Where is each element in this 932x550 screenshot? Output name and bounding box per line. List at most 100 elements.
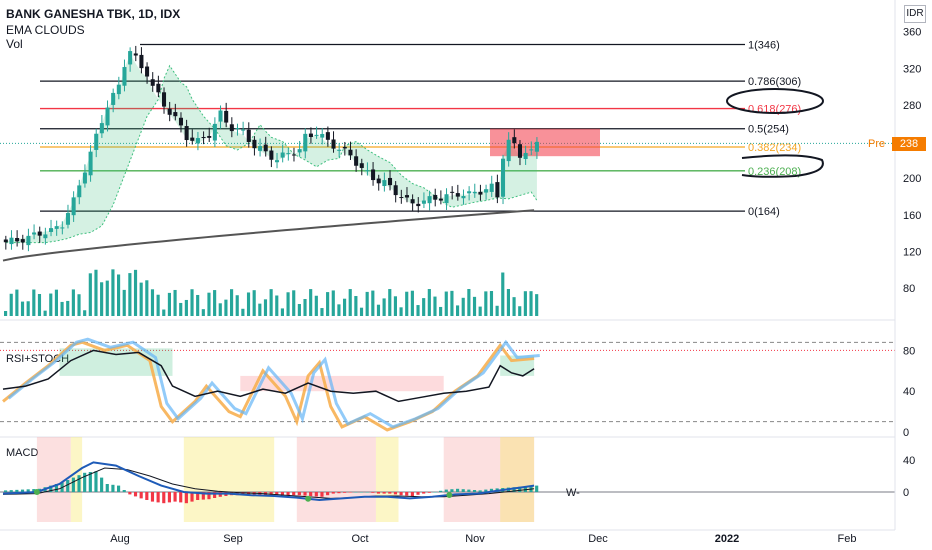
volume-bar <box>535 294 539 316</box>
candle-body <box>393 185 398 196</box>
volume-bar <box>365 291 369 316</box>
volume-bar <box>43 310 47 316</box>
price-tick-label: 200 <box>903 173 921 185</box>
macd-cross-dot <box>305 495 312 502</box>
macd-histogram-bar <box>343 492 347 493</box>
candle-body <box>269 150 274 160</box>
candle-body <box>94 133 99 150</box>
volume-bar <box>49 293 53 316</box>
macd-histogram-bar <box>54 484 58 492</box>
volume-bar <box>235 295 239 316</box>
volume-bar <box>512 297 516 316</box>
candle-body <box>382 180 387 187</box>
macd-histogram-bar <box>337 492 341 494</box>
candle-body <box>15 238 20 242</box>
candle-body <box>178 117 183 126</box>
candle-body <box>122 67 127 86</box>
candle-body <box>252 139 257 149</box>
volume-bar <box>376 304 381 316</box>
candle-body <box>275 160 280 163</box>
rsi-stoch-pane[interactable]: RSI+STOCH <box>0 337 895 438</box>
volume-bar <box>184 299 188 316</box>
volume-bar <box>427 289 431 316</box>
volume-bar <box>162 309 166 316</box>
indicator-ema-clouds-label[interactable]: EMA CLOUDS <box>6 23 85 37</box>
macd-histogram-bar <box>179 492 183 503</box>
volume-bar <box>145 280 149 316</box>
volume-bar <box>456 305 460 316</box>
macd-histogram-bar <box>422 492 426 494</box>
macd-histogram-bar <box>371 492 375 493</box>
macd-histogram-bar <box>139 492 143 499</box>
macd-histogram-bar <box>410 492 414 496</box>
rsi-line <box>2 349 535 403</box>
macd-histogram-bar <box>258 492 262 496</box>
indicator-volume-label[interactable]: Vol <box>6 37 23 51</box>
time-axis[interactable]: Aug Sep Oct Nov Dec 2022 Feb <box>0 529 895 545</box>
macd-histogram-bar <box>427 492 431 493</box>
volume-bar <box>71 289 75 316</box>
volume-bar <box>529 291 533 316</box>
macd-histogram-bar <box>49 485 53 492</box>
candle-body <box>116 84 121 95</box>
macd-histogram-bar <box>467 489 471 492</box>
macd-histogram-bar <box>122 490 126 492</box>
candle-body <box>258 146 263 151</box>
volume-bar <box>230 289 234 316</box>
candle-body <box>195 138 200 144</box>
macd-pane[interactable]: MACD W- <box>0 437 895 522</box>
macd-histogram-bar <box>286 492 290 496</box>
volume-bar <box>410 290 414 316</box>
candle-body <box>280 152 285 158</box>
candle-body <box>105 107 110 126</box>
volume-bar <box>218 303 222 316</box>
volume-bar <box>207 292 211 316</box>
candle-body <box>529 149 534 151</box>
candle-body <box>43 234 48 239</box>
candle-body <box>212 123 217 141</box>
candle-body <box>325 132 330 140</box>
volume-bar <box>66 300 70 316</box>
price-axis[interactable]: 3603202802402001601208080400400 <box>894 0 921 530</box>
macd-histogram-bar <box>512 487 516 492</box>
macd-histogram-bar <box>376 492 381 494</box>
macd-histogram-bar <box>162 492 166 504</box>
candle-body <box>9 237 14 245</box>
volume-bar <box>263 299 268 316</box>
fib-level-label: 0(164) <box>748 206 780 218</box>
volume-bar <box>489 291 494 316</box>
volume-bar <box>326 292 330 316</box>
candle-body <box>320 133 325 138</box>
volume-bar <box>354 296 358 316</box>
candle-body <box>359 163 364 168</box>
macd-histogram-bar <box>173 492 177 502</box>
macd-histogram-bar <box>184 492 188 504</box>
macd-histogram-bar <box>489 488 494 492</box>
price-pane[interactable]: 1(346)0.786(306)0.618(276)0.5(254)0.382(… <box>0 39 895 321</box>
macd-line <box>2 461 535 502</box>
volume-bar <box>26 301 30 316</box>
candle-body <box>506 139 511 162</box>
macd-histogram-bar <box>518 486 522 492</box>
macd-histogram-bar <box>359 492 364 493</box>
candle-body <box>235 128 240 130</box>
candle-body <box>156 83 161 93</box>
volume-bar <box>94 269 98 316</box>
rsi-tick-label: 0 <box>903 427 909 439</box>
volume-bar <box>83 310 87 316</box>
volume-bar <box>100 282 104 316</box>
candle-body <box>517 144 522 158</box>
macd-histogram-bar <box>280 492 284 496</box>
candle-body <box>3 239 8 243</box>
macd-histogram-bar <box>77 475 81 492</box>
volume-bar <box>416 305 420 316</box>
candle-body <box>263 144 268 152</box>
volume-bar <box>472 296 477 316</box>
time-tick-label: Feb <box>838 533 857 545</box>
macd-tick-label: 40 <box>903 455 915 467</box>
macd-histogram-bar <box>314 492 318 497</box>
volume-bar <box>105 280 109 316</box>
macd-background-zone <box>443 437 535 522</box>
price-tick-label: 80 <box>903 283 915 295</box>
volume-bar <box>433 296 437 316</box>
